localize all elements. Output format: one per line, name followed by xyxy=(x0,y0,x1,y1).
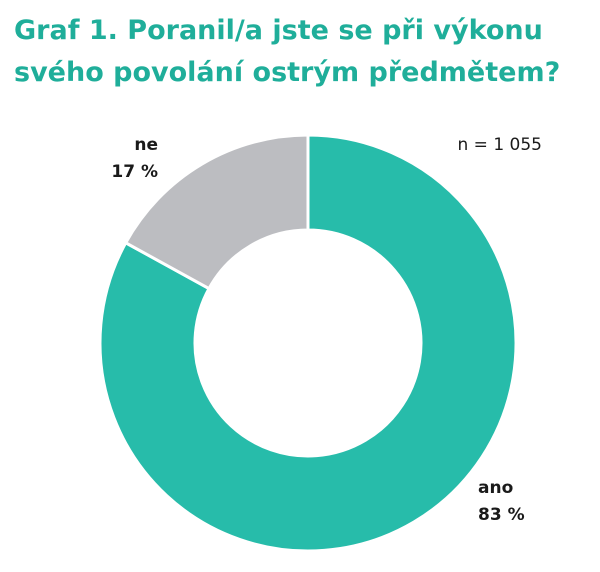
annotation: n = 1 055 xyxy=(458,135,543,155)
donut-slice xyxy=(98,133,518,553)
chart-title: Graf 1. Poranil/a jste se při výkonu své… xyxy=(14,15,561,88)
value-label: 83 % xyxy=(478,505,525,525)
category-label: ne xyxy=(134,135,158,155)
value-label: 17 % xyxy=(111,162,158,182)
category-label: ano xyxy=(478,478,513,498)
donut-slice xyxy=(123,133,310,291)
